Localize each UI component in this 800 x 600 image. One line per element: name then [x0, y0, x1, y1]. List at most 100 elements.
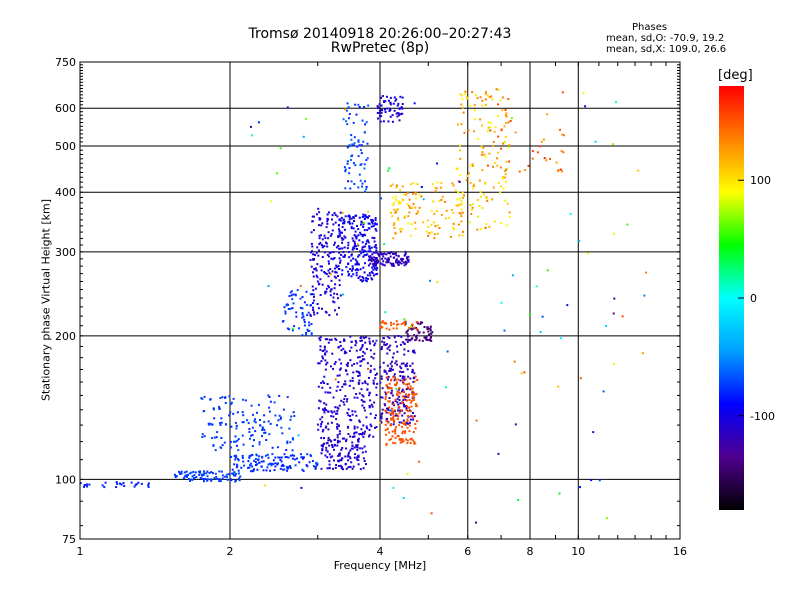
echo-point [436, 232, 439, 235]
echo-point [398, 119, 401, 122]
echo-point [343, 338, 346, 341]
echo-point [612, 232, 615, 235]
echo-point [417, 322, 420, 325]
echo-point [338, 440, 341, 443]
echo-point [319, 348, 322, 351]
echo-point [264, 431, 267, 434]
echo-point [221, 474, 224, 477]
echo-point [391, 394, 394, 397]
echo-point [347, 106, 350, 109]
echo-point [392, 375, 395, 378]
echo-point [257, 121, 260, 124]
echo-point [392, 102, 395, 105]
echo-point [337, 236, 340, 239]
echo-point [335, 412, 337, 415]
echo-point [312, 465, 315, 468]
echo-point [464, 90, 467, 93]
echo-point [613, 297, 616, 300]
echo-point [206, 475, 209, 478]
echo-point [363, 400, 366, 403]
echo-point [338, 358, 341, 361]
echo-point [374, 417, 377, 419]
echo-point [461, 211, 464, 214]
echo-point [349, 379, 352, 382]
echo-point [280, 426, 283, 429]
echo-point [393, 222, 396, 225]
echo-point [363, 218, 366, 220]
echo-point [353, 220, 355, 222]
echo-point [359, 179, 362, 182]
echo-point [401, 425, 403, 428]
echo-point [365, 336, 368, 339]
echo-point [330, 415, 333, 418]
echo-point [262, 469, 265, 472]
echo-point [309, 259, 312, 261]
echo-point [218, 478, 221, 480]
echo-point [298, 327, 300, 330]
echo-point [242, 414, 245, 417]
echo-point [385, 384, 388, 387]
echo-point [370, 277, 373, 280]
echo-point [375, 246, 378, 249]
echo-point [392, 204, 395, 206]
echo-point [488, 96, 491, 98]
echo-point [388, 406, 391, 409]
echo-point [328, 467, 331, 470]
echo-point [384, 391, 387, 394]
echo-point [216, 431, 219, 434]
echo-point [387, 257, 390, 260]
echo-point [339, 219, 342, 222]
echo-point [394, 400, 397, 402]
echo-point [401, 430, 404, 433]
echo-point [363, 254, 366, 257]
echo-point [461, 98, 464, 101]
echo-point [415, 405, 418, 408]
echo-point [546, 113, 549, 116]
echo-point [353, 136, 356, 139]
echo-point [401, 402, 404, 405]
grid-lines [80, 62, 680, 539]
echo-point [403, 423, 406, 425]
echo-point [345, 351, 348, 354]
echo-point [558, 492, 561, 495]
echo-point [325, 273, 328, 275]
echo-point [488, 225, 491, 228]
echo-point [359, 348, 362, 351]
echo-point [402, 258, 405, 261]
echo-point [310, 231, 313, 234]
echo-point [502, 187, 505, 190]
echo-point [418, 206, 421, 209]
echo-point [180, 470, 183, 473]
echo-point [492, 144, 495, 147]
echo-point [360, 144, 363, 146]
echo-point [385, 376, 388, 379]
echo-point [406, 203, 409, 206]
echo-point [338, 404, 341, 407]
echo-point [310, 332, 313, 335]
echo-point [482, 147, 485, 149]
echo-point [333, 363, 336, 365]
echo-point [323, 271, 326, 273]
echo-point [316, 464, 319, 467]
echo-point [399, 392, 402, 395]
echo-point [371, 257, 374, 260]
echo-point [402, 375, 404, 378]
echo-point [406, 256, 408, 259]
echo-point [602, 390, 605, 393]
echo-point [391, 410, 394, 413]
echo-point [514, 423, 517, 426]
echo-point [349, 268, 352, 270]
echo-point [347, 262, 350, 265]
echo-point [355, 260, 358, 263]
echo-point [254, 421, 257, 424]
echo-point [403, 353, 406, 356]
echo-point [412, 416, 415, 419]
echo-point [459, 149, 461, 152]
echo-point [380, 96, 383, 99]
echo-point [387, 375, 390, 378]
echo-point [413, 102, 416, 105]
echo-point [358, 379, 361, 382]
echo-point [362, 277, 365, 280]
echo-point [312, 293, 315, 296]
echo-point [276, 463, 279, 466]
